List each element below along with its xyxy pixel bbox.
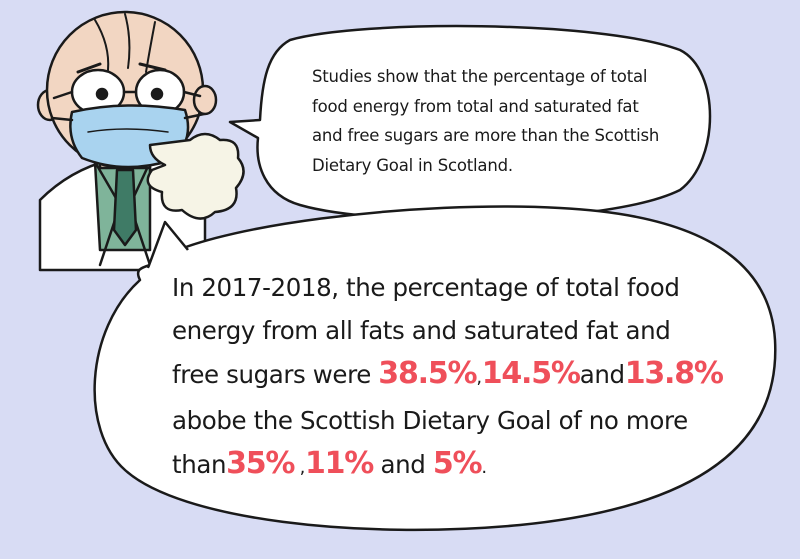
separator: ,	[476, 367, 482, 388]
value-saturated-fat: 14.5%	[481, 356, 581, 391]
cough-cloud-icon	[146, 132, 245, 220]
line-2: energy from all fats and saturated fat a…	[172, 316, 671, 345]
bubble-small-sentence: Studies show that the percentage of tota…	[312, 67, 660, 175]
bubble-small-text: Studies show that the percentage of tota…	[312, 62, 672, 180]
line-4: abobe the Scottish Dietary Goal of no mo…	[172, 406, 688, 435]
goal-all-fats: 35%	[226, 446, 295, 481]
value-all-fats: 38.5%	[378, 356, 477, 391]
conjunction: and	[579, 360, 625, 389]
goal-free-sugars: 5%	[432, 446, 483, 481]
bubble-large-text: In 2017-2018, the percentage of total fo…	[172, 266, 732, 489]
line-5-prefix: than	[172, 450, 227, 479]
goal-saturated-fat: 11%	[304, 446, 374, 481]
separator: ,	[294, 457, 306, 478]
speech-bubble-small	[228, 24, 712, 221]
period: .	[481, 457, 487, 478]
line-1: In 2017-2018, the percentage of total fo…	[172, 273, 680, 302]
doctor-illustration	[36, 10, 245, 272]
speech-bubble-large	[93, 205, 777, 532]
conjunction: and	[373, 450, 433, 479]
value-free-sugars: 13.8%	[624, 356, 724, 391]
line-3-prefix: free sugars were	[172, 360, 379, 389]
